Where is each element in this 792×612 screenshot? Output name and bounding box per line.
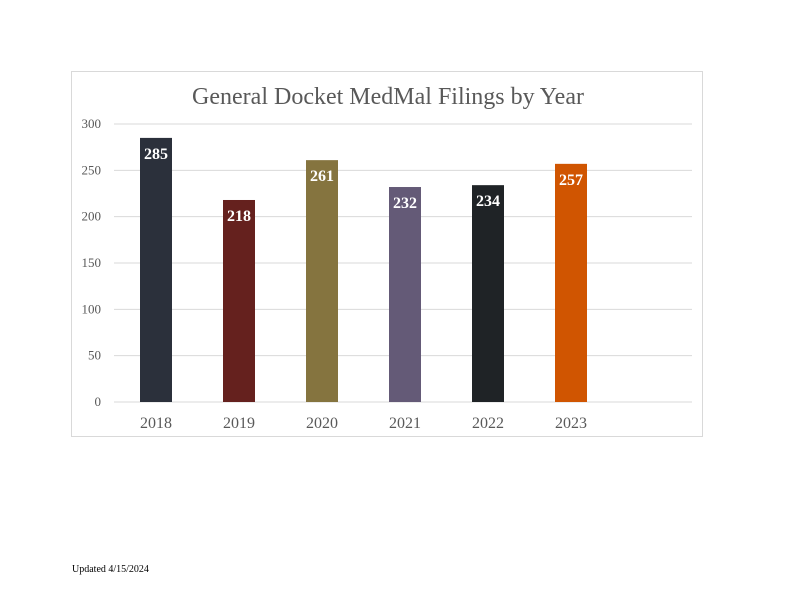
y-tick-label: 50 [88,348,101,363]
x-axis-ticks: 2018 2019 2020 2021 2022 2023 [140,415,587,432]
bar-2020 [306,160,338,402]
x-tick-label: 2018 [140,415,172,432]
data-label: 232 [393,195,417,212]
bar-2022 [472,185,504,402]
data-label: 261 [310,168,334,185]
x-tick-label: 2020 [306,415,338,432]
chart-area: General Docket MedMal Filings by Year 0 5… [71,71,703,437]
x-tick-label: 2021 [389,415,421,432]
data-labels: 285 218 261 232 234 257 [144,146,583,225]
data-label: 257 [559,172,583,189]
bar-2023 [555,163,587,402]
y-tick-label: 0 [95,394,102,409]
data-label: 285 [144,146,168,163]
x-tick-label: 2019 [223,415,255,432]
bar-2021 [389,187,421,402]
bars [140,137,587,402]
data-label: 218 [227,208,251,225]
y-tick-label: 300 [82,116,102,131]
y-tick-label: 250 [82,162,102,177]
x-tick-label: 2022 [472,415,504,432]
y-tick-label: 200 [82,209,102,224]
bar-chart: General Docket MedMal Filings by Year 0 5… [82,84,692,432]
y-tick-label: 100 [82,301,102,316]
updated-note: Updated 4/15/2024 [72,564,149,575]
y-axis-ticks: 0 50 100 150 200 250 300 [82,116,102,409]
data-label: 234 [476,193,500,210]
x-tick-label: 2023 [555,415,587,432]
bar-2018 [140,137,172,402]
y-tick-label: 150 [82,255,102,270]
chart-title: General Docket MedMal Filings by Year [192,84,584,110]
bar-2019 [223,199,255,402]
